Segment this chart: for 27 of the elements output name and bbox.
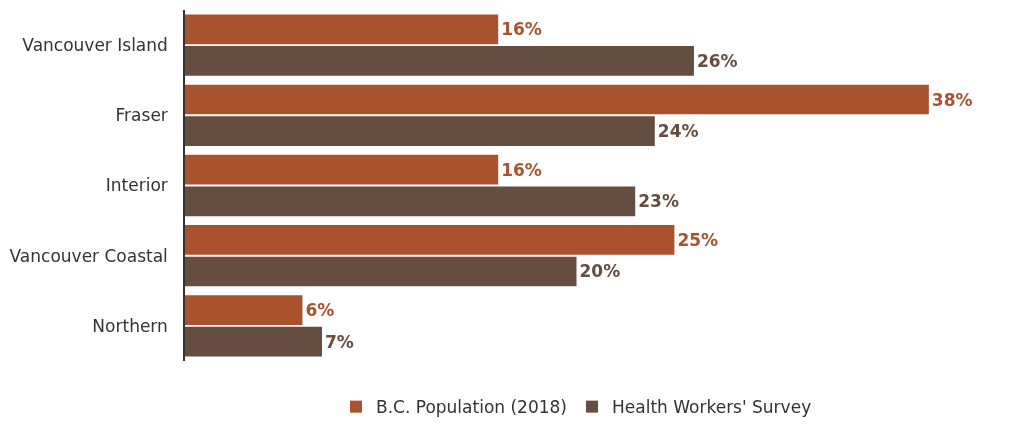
y-tick-label: Vancouver Island bbox=[22, 35, 168, 56]
data-label: 16% bbox=[501, 19, 542, 40]
bar bbox=[185, 84, 929, 115]
data-label: 23% bbox=[638, 191, 679, 212]
legend-label: Health Workers' Survey bbox=[612, 397, 812, 418]
bar bbox=[185, 116, 655, 146]
bar bbox=[185, 154, 499, 185]
data-label: 38% bbox=[931, 89, 973, 110]
y-tick-label: Northern bbox=[92, 315, 168, 336]
y-tick-label: Fraser bbox=[115, 105, 168, 126]
bar bbox=[185, 46, 694, 76]
data-label: 26% bbox=[696, 50, 738, 71]
legend-label: B.C. Population (2018) bbox=[376, 397, 567, 418]
data-label: 25% bbox=[677, 229, 719, 250]
bar bbox=[185, 186, 636, 217]
data-label: 16% bbox=[501, 159, 542, 180]
data-label: 6% bbox=[305, 300, 335, 321]
y-tick-label: Vancouver Coastal bbox=[9, 245, 168, 266]
data-label: 24% bbox=[657, 121, 699, 142]
data-label: 7% bbox=[325, 331, 354, 352]
data-label: 20% bbox=[579, 261, 621, 282]
y-tick-label: Interior bbox=[105, 175, 168, 196]
bar bbox=[185, 225, 675, 255]
bar bbox=[185, 295, 303, 325]
bar bbox=[185, 256, 577, 287]
bar bbox=[185, 14, 499, 45]
bar bbox=[185, 326, 323, 357]
